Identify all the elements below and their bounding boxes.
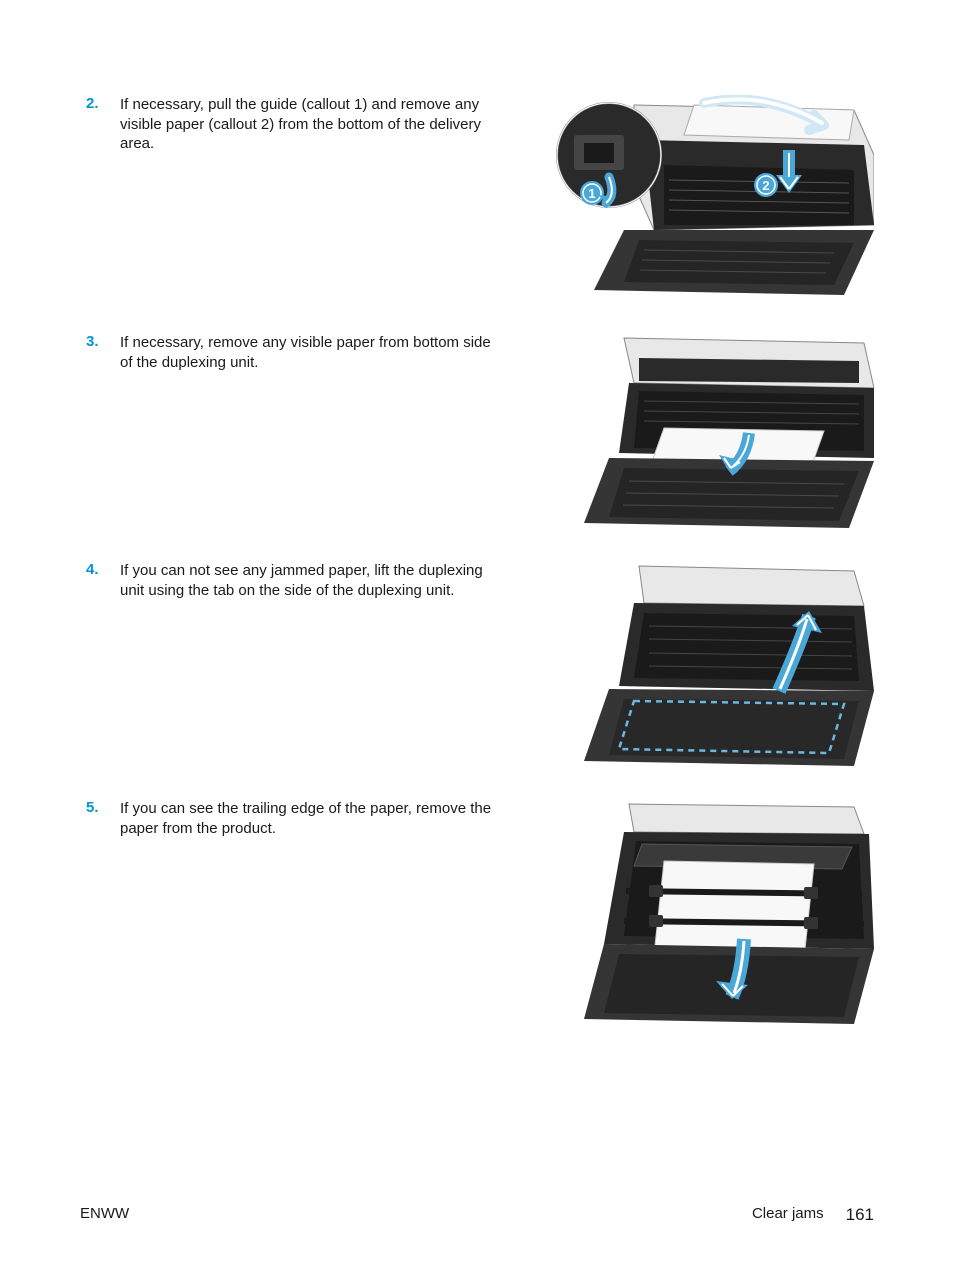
step-3-number: 3. <box>80 333 120 350</box>
step-2: 2. If necessary, pull the guide (callout… <box>80 95 874 305</box>
svg-text:1: 1 <box>588 186 595 201</box>
step-4-number: 4. <box>80 561 120 578</box>
step-4-illustration <box>554 561 874 771</box>
step-5-left: 5. If you can see the trailing edge of t… <box>80 799 500 838</box>
footer-page-number: 161 <box>846 1205 874 1225</box>
step-5-illustration <box>554 799 874 1029</box>
step-2-text: If necessary, pull the guide (callout 1)… <box>120 95 500 154</box>
step-4-left: 4. If you can not see any jammed paper, … <box>80 561 500 600</box>
step-4: 4. If you can not see any jammed paper, … <box>80 561 874 771</box>
step-3-illustration <box>554 333 874 533</box>
svg-text:2: 2 <box>762 178 769 193</box>
step-3-text: If necessary, remove any visible paper f… <box>120 333 500 372</box>
step-2-number: 2. <box>80 95 120 112</box>
step-3-left: 3. If necessary, remove any visible pape… <box>80 333 500 372</box>
footer-right: Clear jams 161 <box>752 1205 874 1225</box>
step-4-text: If you can not see any jammed paper, lif… <box>120 561 500 600</box>
footer-section: Clear jams <box>752 1205 824 1225</box>
footer-left: ENWW <box>80 1205 129 1225</box>
step-3: 3. If necessary, remove any visible pape… <box>80 333 874 533</box>
step-5-text: If you can see the trailing edge of the … <box>120 799 500 838</box>
step-2-illustration: 1 2 <box>554 95 874 305</box>
step-2-left: 2. If necessary, pull the guide (callout… <box>80 95 500 154</box>
page-footer: ENWW Clear jams 161 <box>80 1205 874 1225</box>
step-5: 5. If you can see the trailing edge of t… <box>80 799 874 1029</box>
step-5-number: 5. <box>80 799 120 816</box>
